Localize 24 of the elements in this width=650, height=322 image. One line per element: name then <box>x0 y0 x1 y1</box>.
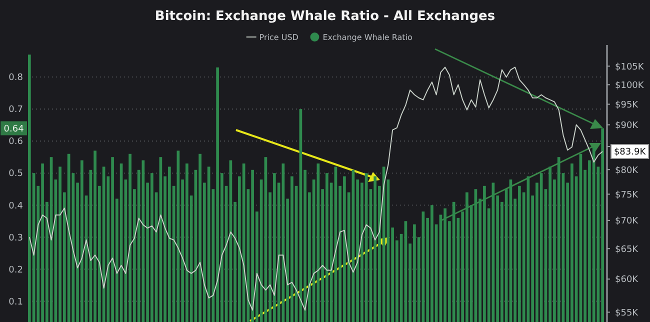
y-tick-label: 0.4 <box>8 201 24 212</box>
line-series <box>28 66 604 311</box>
legend-label: Exchange Whale Ratio <box>322 32 413 42</box>
chart-title: Bitcoin: Exchange Whale Ratio - All Exchanges <box>154 9 496 24</box>
y2-tick-label: $70K <box>615 216 640 227</box>
text: $83.9K <box>614 148 647 158</box>
y2-tick-label: $100K <box>615 80 645 91</box>
y2-tick-label: $90K <box>615 120 640 131</box>
y-tick-label: 0.5 <box>8 169 23 180</box>
y2-tick-label: $75K <box>615 190 640 200</box>
y-tick-label: 0.2 <box>8 265 23 276</box>
y2-tick-label: $60K <box>615 275 640 286</box>
y2-tick-label: $65K <box>615 244 640 255</box>
y-tick-label: 0.8 <box>8 73 24 84</box>
y-tick-label: 0.1 <box>8 297 23 308</box>
y-tick-label: 0.3 <box>8 233 23 244</box>
y2-tick-label: $55K <box>615 308 640 318</box>
y-tick-label: 0.6 <box>8 137 24 148</box>
y2-tick-label: $95K <box>615 100 640 110</box>
y2-tick-label: $105K <box>615 62 645 72</box>
y-tick-label: 0.7 <box>8 105 23 116</box>
y2-tick-label: $80K <box>615 166 640 176</box>
text: 0.64 <box>4 124 24 134</box>
legend-label: Price USD <box>259 32 298 42</box>
